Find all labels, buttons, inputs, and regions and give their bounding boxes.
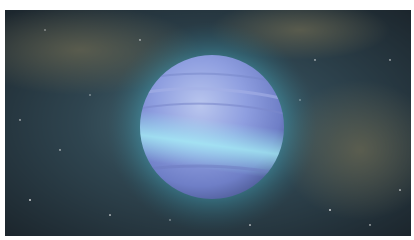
scene <box>0 0 414 236</box>
space-image <box>0 0 414 240</box>
page <box>0 0 414 240</box>
